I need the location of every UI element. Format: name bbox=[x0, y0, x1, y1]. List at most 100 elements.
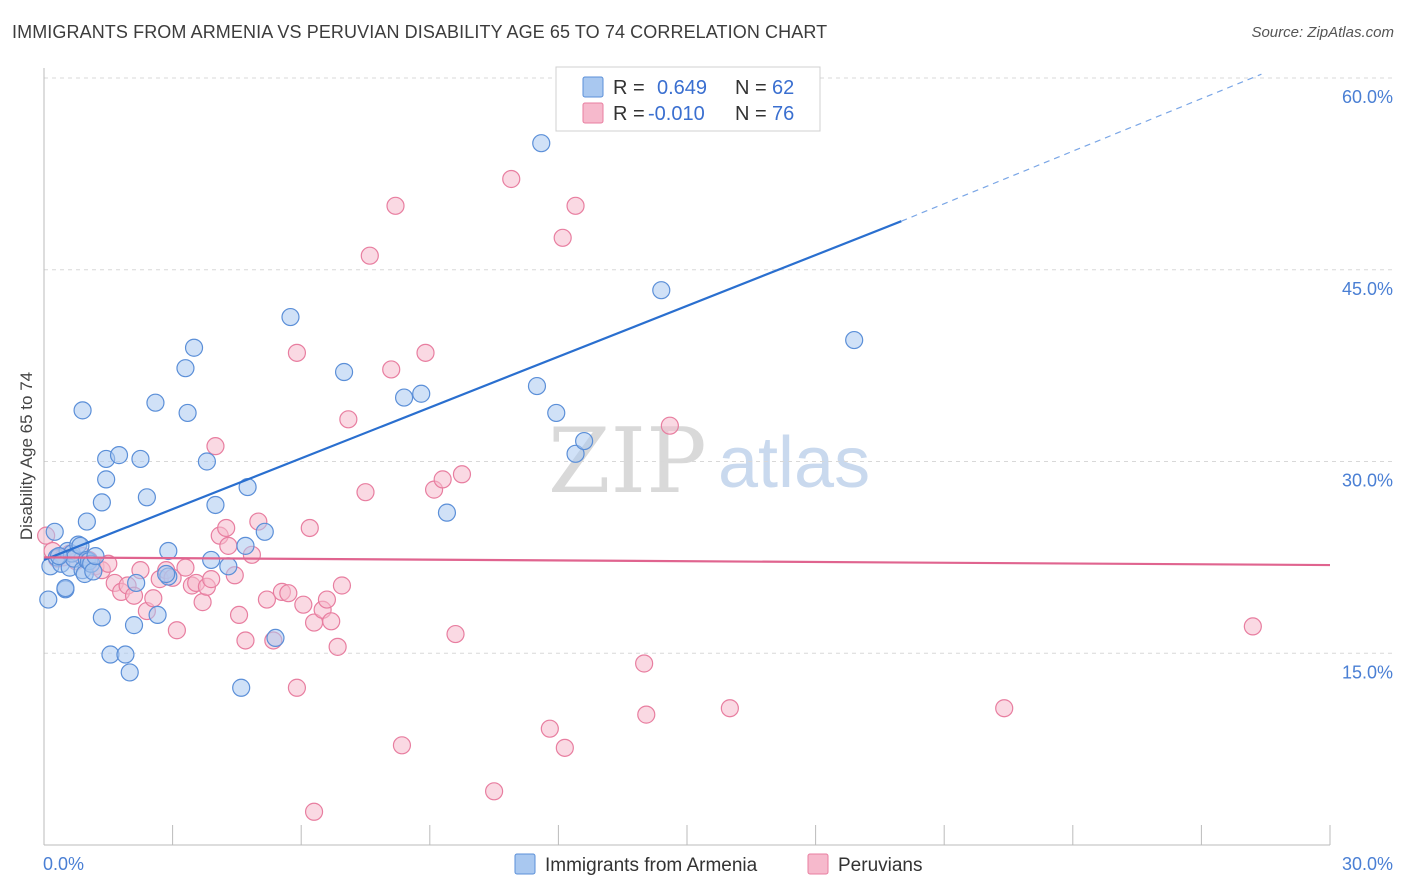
armenia-point bbox=[437, 503, 457, 522]
peruvians-point bbox=[360, 246, 379, 265]
peruvians-point bbox=[995, 699, 1014, 718]
legend-r-value: 0.649 bbox=[657, 77, 707, 99]
legend-r-label: R = bbox=[613, 103, 645, 125]
peruvians-point bbox=[217, 518, 236, 538]
peruvians-point bbox=[287, 678, 307, 697]
armenia-point bbox=[127, 573, 146, 593]
peruvians-point bbox=[202, 570, 221, 589]
x-tick-label-min: 0.0% bbox=[43, 854, 84, 874]
armenia-point bbox=[532, 134, 551, 153]
armenia-point bbox=[146, 393, 165, 412]
peruvians-point bbox=[176, 558, 195, 577]
legend-swatch-peruvians bbox=[582, 102, 604, 124]
peruvians-point bbox=[339, 410, 358, 429]
x-axis-ticks bbox=[172, 825, 1331, 845]
armenia-point bbox=[116, 645, 135, 664]
armenia-trend-extension bbox=[901, 73, 1262, 222]
peruvians-point bbox=[720, 699, 739, 718]
series-legend: Immigrants from Armenia Peruvians bbox=[514, 853, 923, 876]
armenia-point bbox=[120, 663, 139, 682]
peruvians-point bbox=[167, 621, 186, 640]
armenia-point bbox=[266, 628, 285, 648]
armenia-point bbox=[412, 384, 431, 403]
peruvians-point bbox=[300, 518, 319, 538]
legend-r-value: -0.010 bbox=[648, 103, 705, 125]
peruvians-point bbox=[392, 736, 412, 755]
peruvians-point bbox=[229, 605, 249, 625]
armenia-point bbox=[176, 359, 195, 378]
armenia-point bbox=[845, 330, 864, 350]
y-tick-label: 30.0% bbox=[1342, 471, 1393, 491]
peruvians-point bbox=[304, 802, 324, 821]
armenia-point bbox=[39, 590, 58, 609]
armenia-point bbox=[281, 307, 300, 327]
peruvians-trend-line bbox=[43, 556, 1331, 567]
peruvians-point bbox=[1243, 617, 1262, 636]
peruvians-point bbox=[382, 360, 401, 379]
armenia-point bbox=[148, 605, 167, 625]
x-tick-label-max: 30.0% bbox=[1342, 854, 1393, 874]
armenia-point bbox=[45, 522, 64, 541]
legend-label-armenia: Immigrants from Armenia bbox=[545, 855, 758, 876]
armenia-point bbox=[92, 493, 111, 512]
armenia-points bbox=[39, 134, 864, 697]
y-tick-label: 60.0% bbox=[1342, 87, 1393, 107]
armenia-point bbox=[219, 557, 238, 576]
legend-n-value: 62 bbox=[772, 77, 794, 99]
peruvians-point bbox=[637, 705, 656, 724]
peruvians-point bbox=[433, 470, 452, 489]
armenia-point bbox=[159, 541, 178, 561]
peruvians-point bbox=[660, 416, 679, 435]
armenia-trend-line bbox=[43, 220, 902, 561]
chart-title: IMMIGRANTS FROM ARMENIA VS PERUVIAN DISA… bbox=[12, 22, 828, 42]
peruvians-point bbox=[294, 595, 313, 614]
gridlines bbox=[44, 77, 1393, 654]
peruvians-point bbox=[322, 612, 341, 631]
peruvians-point bbox=[332, 576, 352, 595]
y-tick-labels: 15.0% 30.0% 45.0% 60.0% bbox=[1342, 87, 1393, 682]
legend-r-label: R = bbox=[613, 77, 645, 99]
armenia-point bbox=[652, 281, 671, 300]
peruvians-point bbox=[485, 782, 504, 801]
armenia-point bbox=[178, 403, 197, 423]
legend-swatch-armenia bbox=[514, 853, 536, 875]
peruvians-point bbox=[446, 624, 465, 644]
peruvians-point bbox=[236, 631, 255, 650]
armenia-point bbox=[86, 546, 105, 566]
y-tick-label: 45.0% bbox=[1342, 279, 1393, 299]
peruvians-point bbox=[257, 590, 277, 609]
y-tick-label: 15.0% bbox=[1342, 662, 1393, 682]
peruvians-point bbox=[566, 196, 585, 215]
legend-swatch-peruvians bbox=[807, 853, 829, 875]
legend-swatch-armenia bbox=[582, 76, 604, 98]
legend-n-label: N = bbox=[735, 103, 767, 125]
armenia-point bbox=[97, 470, 116, 489]
armenia-point bbox=[527, 376, 547, 396]
armenia-point bbox=[131, 449, 150, 469]
armenia-point bbox=[232, 678, 251, 697]
legend-n-value: 76 bbox=[772, 103, 794, 125]
legend-label-peruvians: Peruvians bbox=[838, 855, 923, 876]
armenia-point bbox=[206, 495, 225, 515]
armenia-point bbox=[566, 444, 585, 463]
peruvians-point bbox=[452, 465, 472, 484]
armenia-point bbox=[137, 488, 156, 507]
peruvians-point bbox=[219, 536, 238, 555]
peruvians-point bbox=[555, 738, 574, 757]
armenia-point bbox=[124, 616, 144, 635]
peruvians-point bbox=[416, 343, 435, 362]
peruvians-point bbox=[206, 437, 225, 456]
armenia-point bbox=[84, 562, 103, 581]
armenia-point bbox=[334, 362, 354, 382]
watermark-atlas: atlas bbox=[718, 423, 870, 503]
peruvians-point bbox=[540, 719, 559, 738]
peruvians-point bbox=[356, 483, 375, 502]
armenia-point bbox=[202, 550, 221, 570]
armenia-point bbox=[575, 431, 594, 451]
peruvians-point bbox=[502, 169, 521, 189]
armenia-point bbox=[157, 564, 176, 584]
armenia-point bbox=[236, 536, 255, 555]
source-label: Source: ZipAtlas.com bbox=[1251, 24, 1394, 41]
peruvians-point bbox=[279, 584, 298, 603]
